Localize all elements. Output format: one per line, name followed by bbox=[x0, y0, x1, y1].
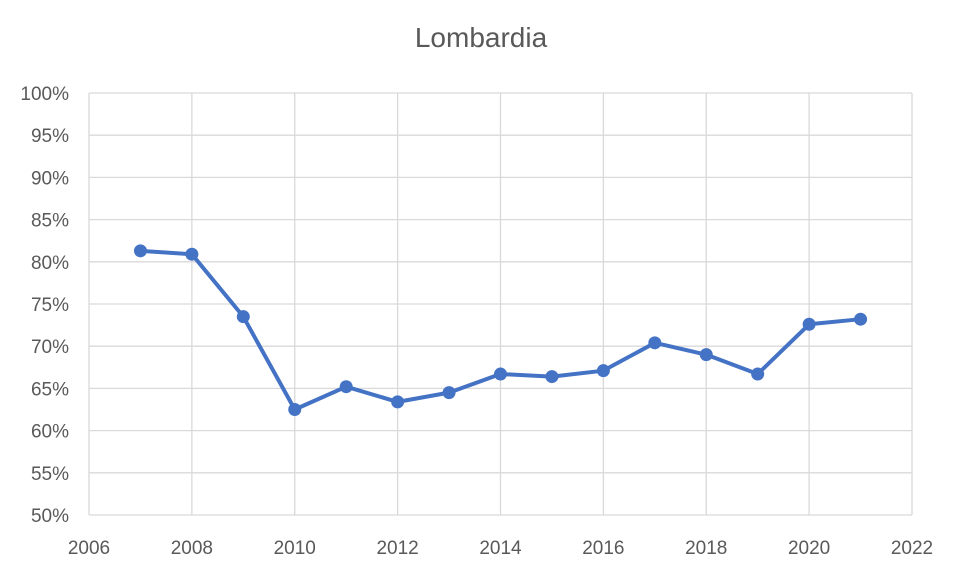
data-point bbox=[648, 336, 662, 350]
x-tick-label: 2014 bbox=[479, 538, 522, 559]
x-tick-label: 2016 bbox=[582, 538, 624, 559]
x-tick-label: 2020 bbox=[788, 538, 830, 559]
y-tick-label: 100% bbox=[20, 84, 69, 105]
y-tick-label: 70% bbox=[31, 337, 69, 358]
y-tick-label: 50% bbox=[31, 506, 69, 527]
series-lombardia bbox=[133, 244, 868, 416]
y-tick-label: 75% bbox=[31, 295, 69, 316]
y-axis-ticks: 50% 55% 60% 65% 70% 75% 80% 85% 90% 95% 100% bbox=[20, 84, 69, 527]
data-point bbox=[699, 348, 713, 362]
data-point bbox=[391, 395, 405, 409]
data-point bbox=[596, 364, 610, 378]
y-tick-label: 90% bbox=[31, 168, 69, 189]
x-tick-label: 2008 bbox=[171, 538, 213, 559]
data-point bbox=[545, 370, 559, 384]
data-point bbox=[442, 386, 456, 400]
x-axis-ticks: 2006 2008 2010 2012 2014 2016 2018 2020 2022 bbox=[68, 538, 933, 559]
data-point bbox=[288, 403, 302, 416]
chart-title: Lombardia bbox=[415, 22, 548, 53]
data-point bbox=[236, 310, 250, 324]
y-tick-label: 85% bbox=[31, 211, 69, 232]
data-point bbox=[494, 367, 507, 381]
data-point bbox=[802, 317, 816, 331]
data-point bbox=[339, 380, 353, 394]
data-point bbox=[751, 367, 765, 381]
x-tick-label: 2018 bbox=[685, 538, 727, 559]
y-tick-label: 55% bbox=[31, 464, 69, 485]
data-point bbox=[854, 312, 868, 326]
data-point bbox=[185, 247, 199, 261]
y-tick-label: 60% bbox=[31, 422, 69, 443]
x-tick-label: 2006 bbox=[68, 538, 110, 559]
gridlines bbox=[88, 92, 913, 516]
data-point bbox=[133, 244, 147, 258]
y-tick-label: 95% bbox=[31, 126, 69, 147]
y-tick-label: 65% bbox=[31, 379, 69, 400]
x-tick-label: 2010 bbox=[274, 538, 316, 559]
y-tick-label: 80% bbox=[31, 253, 69, 274]
x-tick-label: 2012 bbox=[376, 538, 418, 559]
x-tick-label: 2022 bbox=[891, 538, 933, 559]
